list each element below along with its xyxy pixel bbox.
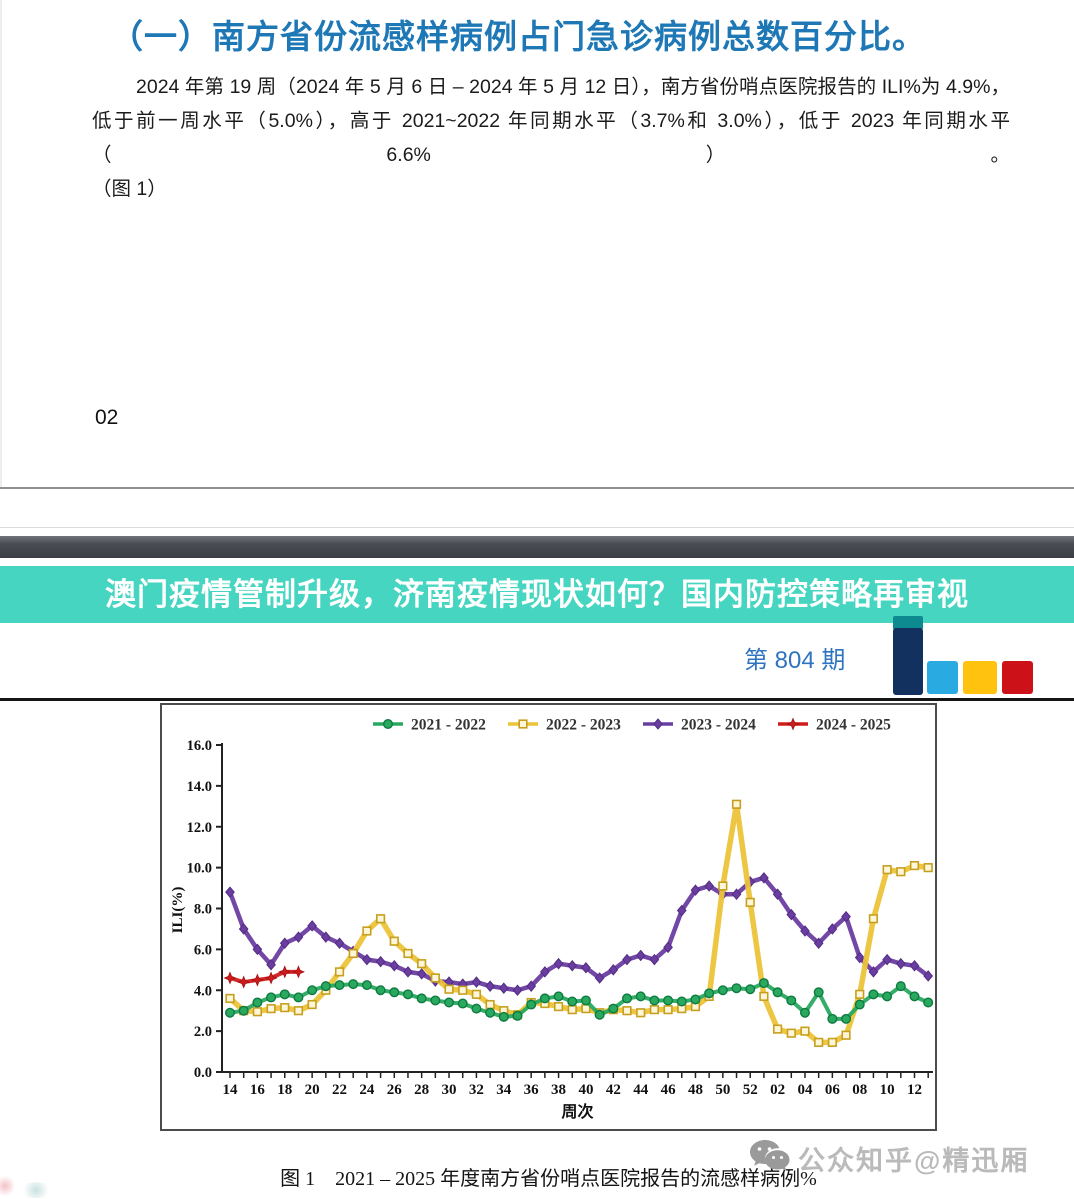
decor-blue-square bbox=[927, 661, 958, 694]
headline-banner: 澳门疫情管制升级，济南疫情现状如何？国内防控策略再审视 bbox=[0, 566, 1074, 623]
x-tick-label: 42 bbox=[606, 1082, 621, 1098]
x-tick-label: 04 bbox=[797, 1082, 813, 1098]
y-axis-title: ILI(%) bbox=[170, 887, 186, 934]
y-tick-label: 12.0 bbox=[187, 820, 212, 836]
series-2021-2022 bbox=[225, 978, 934, 1024]
paragraph-line-3: （图 1） bbox=[92, 178, 167, 200]
paragraph-line-1: 2024 年第 19 周（2024 年 5 月 6 日 – 2024 年 5 月… bbox=[136, 76, 1010, 98]
legend-label: 2022 - 2023 bbox=[546, 717, 621, 734]
chart-axes bbox=[221, 743, 933, 1073]
legend-label: 2023 - 2024 bbox=[681, 717, 756, 734]
x-tick-label: 38 bbox=[551, 1082, 566, 1098]
report-paragraph: 2024 年第 19 周（2024 年 5 月 6 日 – 2024 年 5 月… bbox=[92, 70, 1010, 206]
x-axis-title: 周次 bbox=[561, 1102, 593, 1121]
x-tick-label: 10 bbox=[880, 1082, 895, 1098]
x-tick-label: 46 bbox=[661, 1082, 677, 1098]
decor-navy-bar bbox=[893, 628, 923, 695]
x-tick-label: 06 bbox=[825, 1082, 841, 1098]
x-tick-label: 52 bbox=[743, 1082, 758, 1098]
x-tick-label: 20 bbox=[305, 1082, 320, 1098]
page-left-edge bbox=[0, 0, 2, 487]
x-tick-label: 14 bbox=[223, 1082, 239, 1098]
divider-line bbox=[0, 487, 1074, 489]
x-tick-label: 12 bbox=[907, 1082, 922, 1098]
decor-red-square bbox=[1002, 661, 1033, 694]
x-tick-label: 16 bbox=[250, 1082, 266, 1098]
x-tick-label: 24 bbox=[359, 1082, 375, 1098]
x-tick-label: 44 bbox=[633, 1082, 649, 1098]
y-tick-label: 10.0 bbox=[187, 861, 212, 877]
x-tick-label: 26 bbox=[387, 1082, 403, 1098]
corner-smudge-teal bbox=[20, 1182, 52, 1198]
ili-chart: 0.0 2.0 4.0 6.0 8.0 10.0 12.0 14.0 16.0 ILI(%) 14 1… bbox=[170, 717, 934, 1121]
x-tick-label: 28 bbox=[414, 1082, 429, 1098]
legend-label: 2024 - 2025 bbox=[816, 717, 891, 734]
legend-item-2023-2024: 2023 - 2024 bbox=[643, 717, 756, 734]
series-2024-2025 bbox=[223, 965, 306, 989]
x-tick-label: 50 bbox=[715, 1082, 730, 1098]
dark-divider-bar bbox=[0, 536, 1074, 558]
x-tick-label: 34 bbox=[496, 1082, 512, 1098]
y-tick-label: 16.0 bbox=[187, 738, 212, 754]
figure-caption: 图 1 2021 – 2025 年度南方省份哨点医院报告的流感样病例% bbox=[280, 1168, 817, 1190]
x-tick-label: 40 bbox=[578, 1082, 593, 1098]
x-tick-label: 48 bbox=[688, 1082, 703, 1098]
x-tick-label: 30 bbox=[442, 1082, 457, 1098]
decor-yellow-square bbox=[963, 661, 997, 694]
figure-frame: 0.0 2.0 4.0 6.0 8.0 10.0 12.0 14.0 16.0 ILI(%) 14 1… bbox=[160, 703, 937, 1131]
x-tick-label: 22 bbox=[332, 1082, 347, 1098]
wechat-icon bbox=[750, 1140, 790, 1171]
x-tick-label: 32 bbox=[469, 1082, 484, 1098]
y-tick-label: 8.0 bbox=[194, 902, 212, 918]
x-tick-label: 18 bbox=[277, 1082, 292, 1098]
y-tick-label: 14.0 bbox=[187, 779, 212, 795]
divider-line-light bbox=[0, 527, 1074, 528]
x-tick-label: 02 bbox=[770, 1082, 785, 1098]
watermark-text: 公众知乎@精迅厢 bbox=[798, 1146, 1030, 1176]
y-tick-label: 0.0 bbox=[194, 1065, 212, 1081]
watermark: 公众知乎@精迅厢 bbox=[748, 1136, 1074, 1178]
headline-text: 澳门疫情管制升级，济南疫情现状如何？国内防控策略再审视 bbox=[105, 577, 969, 612]
x-tick-label: 08 bbox=[852, 1082, 867, 1098]
y-tick-label: 4.0 bbox=[194, 983, 212, 999]
page-number: 02 bbox=[95, 406, 119, 429]
y-tick-label: 2.0 bbox=[194, 1024, 212, 1040]
paragraph-line-2: 低于前一周水平（5.0%），高于 2021~2022 年同期水平（3.7%和 3… bbox=[92, 110, 1010, 166]
issue-number: 第 804 期 bbox=[744, 647, 846, 674]
decor-teal-cap bbox=[893, 616, 923, 630]
x-tick-label: 36 bbox=[524, 1082, 540, 1098]
chart-legend: 2021 - 2022 2022 - 2023 2023 - 2024 2024 - … bbox=[373, 717, 891, 734]
y-tick-label: 6.0 bbox=[194, 942, 212, 958]
section-title: （一）南方省份流感样病例占门急诊病例总数百分比。 bbox=[110, 18, 926, 55]
series-2022-2023 bbox=[225, 799, 933, 1047]
legend-item-2024-2025: 2024 - 2025 bbox=[778, 717, 891, 734]
series-2023-2024 bbox=[225, 872, 934, 997]
legend-label: 2021 - 2022 bbox=[411, 717, 486, 734]
corner-smudge-pink bbox=[0, 1174, 14, 1198]
legend-item-2021-2022: 2021 - 2022 bbox=[373, 717, 486, 734]
legend-item-2022-2023: 2022 - 2023 bbox=[508, 717, 621, 734]
section-separator-line bbox=[0, 698, 1074, 701]
